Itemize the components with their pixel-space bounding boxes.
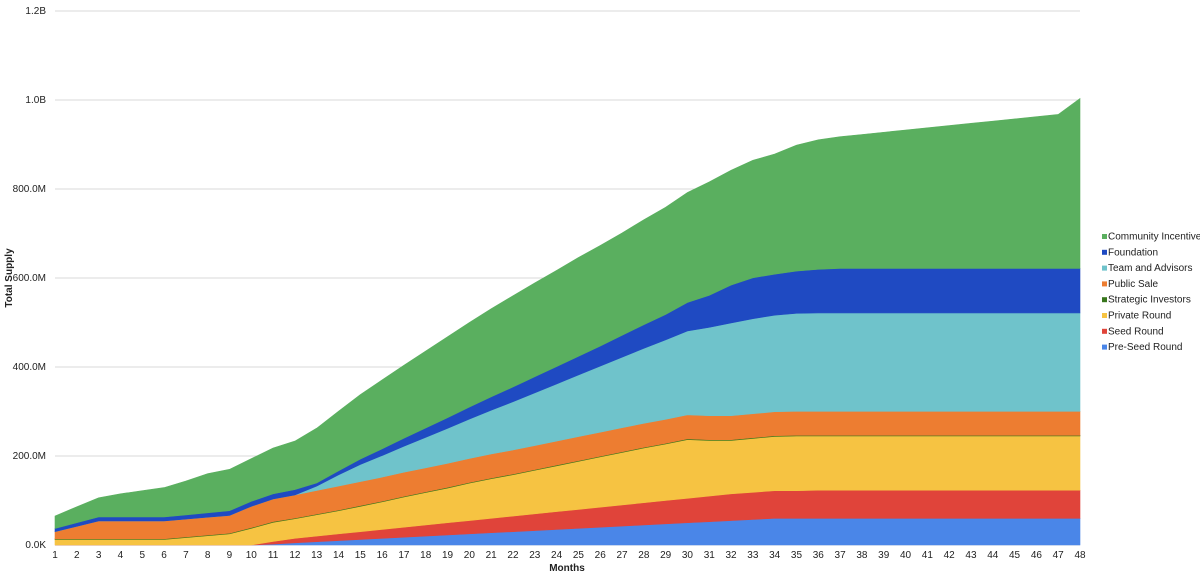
x-tick-label: 33 <box>747 550 759 561</box>
legend-label-private-round: Private Round <box>1108 311 1171 322</box>
x-tick-label: 20 <box>464 550 476 561</box>
x-tick-label: 9 <box>227 550 233 561</box>
x-tick-label: 41 <box>922 550 934 561</box>
x-tick-label: 43 <box>965 550 977 561</box>
x-axis-title: Months <box>549 563 585 574</box>
legend-swatch-private-round <box>1102 313 1107 318</box>
x-tick-label: 29 <box>660 550 672 561</box>
x-tick-label: 16 <box>377 550 389 561</box>
y-axis-ticks: 0.0K 200.0M 400.0M 600.0M 800.0M 1.0B 1.2B <box>13 6 47 551</box>
x-tick-label: 45 <box>1009 550 1021 561</box>
legend-label-pre-seed-round: Pre-Seed Round <box>1108 342 1183 353</box>
legend-label-team-and-advisors: Team and Advisors <box>1108 263 1193 274</box>
legend-label-seed-round: Seed Round <box>1108 326 1164 337</box>
x-axis-ticks: 1 2 3 4 5 6 7 8 9 10 11 12 13 14 15 16 17 18 19 20 21 22 23 24 2… <box>52 550 1086 561</box>
x-tick-label: 22 <box>507 550 519 561</box>
x-tick-label: 18 <box>420 550 432 561</box>
x-tick-label: 28 <box>638 550 650 561</box>
legend-swatch-community-incentives <box>1102 234 1107 239</box>
x-tick-label: 3 <box>96 550 102 561</box>
x-tick-label: 7 <box>183 550 189 561</box>
x-tick-label: 38 <box>856 550 868 561</box>
legend-label-public-sale: Public Sale <box>1108 279 1158 290</box>
x-tick-label: 24 <box>551 550 563 561</box>
x-tick-label: 26 <box>595 550 607 561</box>
x-tick-label: 31 <box>704 550 716 561</box>
y-tick-label: 600.0M <box>13 273 46 284</box>
x-tick-label: 48 <box>1074 550 1086 561</box>
x-tick-label: 47 <box>1053 550 1065 561</box>
x-tick-label: 17 <box>398 550 410 561</box>
y-axis-title: Total Supply <box>4 248 15 308</box>
y-tick-label: 0.0K <box>25 540 46 551</box>
legend-label-community-incentives: Community Incentives <box>1108 232 1200 243</box>
x-tick-label: 14 <box>333 550 345 561</box>
y-tick-label: 800.0M <box>13 184 46 195</box>
legend-swatch-seed-round <box>1102 328 1107 334</box>
y-tick-label: 1.2B <box>25 6 46 17</box>
y-tick-label: 1.0B <box>25 95 46 106</box>
x-tick-label: 35 <box>791 550 803 561</box>
x-tick-label: 11 <box>268 550 279 561</box>
x-tick-label: 44 <box>987 550 999 561</box>
x-tick-label: 36 <box>813 550 825 561</box>
x-tick-label: 25 <box>573 550 585 561</box>
legend-swatch-strategic-investors <box>1102 297 1107 303</box>
x-tick-label: 4 <box>118 550 124 561</box>
x-tick-label: 39 <box>878 550 890 561</box>
legend-label-strategic-investors: Strategic Investors <box>1108 295 1191 306</box>
x-tick-label: 23 <box>529 550 541 561</box>
area-series-layer <box>54 97 1081 546</box>
legend-swatch-team-and-advisors <box>1102 265 1107 271</box>
x-tick-label: 34 <box>769 550 781 561</box>
legend-swatch-public-sale <box>1102 281 1107 287</box>
x-tick-label: 21 <box>486 550 498 561</box>
x-tick-label: 2 <box>74 550 80 561</box>
x-tick-label: 27 <box>616 550 628 561</box>
legend-label-foundation: Foundation <box>1108 247 1158 258</box>
x-tick-label: 10 <box>246 550 258 561</box>
y-tick-label: 400.0M <box>13 362 46 373</box>
y-tick-label: 200.0M <box>13 451 46 462</box>
x-tick-label: 15 <box>355 550 367 561</box>
x-tick-label: 42 <box>944 550 956 561</box>
x-tick-label: 46 <box>1031 550 1043 561</box>
legend-swatch-foundation <box>1102 249 1107 255</box>
legend: Community Incentives Foundation Team and A… <box>1102 232 1200 353</box>
x-tick-label: 5 <box>139 550 145 561</box>
x-tick-label: 12 <box>289 550 301 561</box>
x-tick-label: 32 <box>726 550 738 561</box>
x-tick-label: 8 <box>205 550 211 561</box>
x-tick-label: 37 <box>835 550 847 561</box>
x-tick-label: 30 <box>682 550 694 561</box>
area-community-incentives <box>54 97 1081 529</box>
x-tick-label: 40 <box>900 550 912 561</box>
x-tick-label: 19 <box>442 550 454 561</box>
x-tick-label: 13 <box>311 550 323 561</box>
legend-swatch-pre-seed-round <box>1102 344 1107 350</box>
x-tick-label: 1 <box>52 550 58 561</box>
x-tick-label: 6 <box>161 550 167 561</box>
